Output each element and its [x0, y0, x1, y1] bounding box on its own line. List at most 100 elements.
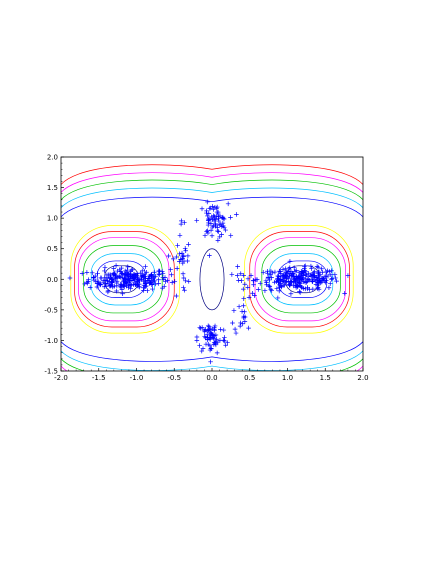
scatter-point — [308, 272, 314, 278]
scatter-point — [117, 267, 123, 273]
scatter-point — [204, 199, 210, 205]
scatter-point — [221, 337, 226, 343]
scatter-point — [266, 283, 272, 289]
scatter-point — [166, 253, 171, 259]
scatter-point — [199, 206, 205, 212]
scatter-point — [305, 286, 310, 292]
scatter-point — [205, 336, 211, 342]
scatter-point — [207, 326, 213, 332]
scatter-point — [186, 242, 191, 247]
scatter-point — [208, 227, 214, 233]
scatter-point — [288, 291, 294, 297]
scatter-point — [242, 319, 248, 324]
scatter-point — [300, 276, 305, 282]
scatter-point — [105, 289, 111, 295]
scatter-point — [211, 342, 217, 347]
scatter-point — [150, 281, 155, 287]
scatter-point — [214, 204, 220, 210]
scatter-point — [245, 276, 251, 282]
scatter-point — [225, 201, 231, 207]
scatter-point — [234, 212, 239, 217]
scatter-point — [144, 283, 149, 289]
scatter-point — [114, 288, 119, 294]
scatter-point — [128, 286, 133, 291]
scatter-point — [314, 264, 320, 269]
scatter-point — [197, 343, 202, 348]
scatter-point — [314, 278, 320, 284]
scatter-point — [215, 211, 221, 217]
scatter-point — [269, 288, 275, 293]
scatter-point — [185, 253, 191, 259]
scatter-point — [139, 274, 145, 279]
scatter-point — [146, 276, 151, 281]
scatter-point — [216, 218, 222, 224]
contour-outer-band — [61, 172, 363, 371]
y-tick-label: 1.0 — [47, 215, 58, 223]
y-tick-label: -1.0 — [44, 337, 58, 345]
scatter-point — [204, 229, 209, 234]
scatter-point — [130, 267, 135, 273]
scatter-point — [151, 269, 157, 275]
scatter-point — [89, 270, 95, 276]
scatter-point — [181, 275, 187, 281]
scatter-point — [294, 282, 299, 288]
scatter-point — [329, 277, 334, 282]
scatter-point — [119, 270, 124, 276]
scatter-point — [120, 291, 125, 297]
scatter-point — [101, 284, 107, 290]
scatter-point — [67, 275, 73, 281]
scatter-point — [281, 282, 287, 288]
scatter-point — [296, 280, 302, 286]
x-tick-label: 2.0 — [357, 374, 368, 382]
scatter-point — [130, 275, 136, 281]
scatter-point — [328, 272, 334, 278]
scatter-point — [185, 258, 190, 264]
x-tick-label: 0.0 — [206, 374, 217, 382]
scatter-point — [141, 285, 146, 291]
scatter-point — [194, 338, 200, 343]
scatter-point — [102, 265, 108, 270]
scatter-point — [210, 335, 216, 340]
scatter-point — [156, 268, 162, 274]
scatter-point — [242, 309, 247, 315]
scatter-point — [307, 277, 312, 283]
scatter-point — [128, 271, 133, 277]
scatter-point — [323, 269, 329, 275]
scatter-point — [238, 271, 244, 277]
scatter-point — [206, 217, 212, 223]
scatter-point — [312, 269, 317, 275]
scatter-point — [310, 276, 315, 282]
scatter-point — [314, 275, 319, 280]
scatter-point — [205, 228, 210, 234]
x-tick-label: -1.0 — [130, 374, 144, 382]
scatter-point — [180, 260, 186, 266]
scatter-point — [169, 280, 175, 285]
scatter-point — [208, 359, 213, 365]
scatter-point — [172, 279, 178, 284]
scatter-point — [228, 233, 234, 238]
scatter-point — [274, 279, 279, 284]
scatter-point — [111, 266, 117, 271]
scatter-point — [223, 342, 228, 348]
scatter-point — [235, 264, 240, 269]
scatter-point — [215, 238, 221, 243]
scatter-point — [256, 287, 261, 292]
scatter-point — [269, 270, 275, 276]
scatter-point — [156, 277, 161, 283]
scatter-point — [251, 278, 256, 284]
scatter-point — [275, 295, 281, 301]
scatter-point — [181, 285, 186, 290]
scatter-point — [127, 282, 132, 287]
scatter-point — [160, 285, 165, 291]
scatter-point — [106, 272, 111, 278]
x-tick-label: -0.5 — [167, 374, 181, 382]
scatter-point — [160, 271, 166, 276]
scatter-point — [174, 266, 180, 271]
scatter-point — [122, 281, 127, 287]
scatter-point — [174, 254, 179, 260]
scatter-point — [102, 268, 107, 274]
scatter-point — [149, 278, 154, 283]
scatter-point — [232, 326, 238, 332]
scatter-point — [236, 304, 242, 309]
y-tick-label: 2.0 — [47, 154, 58, 162]
